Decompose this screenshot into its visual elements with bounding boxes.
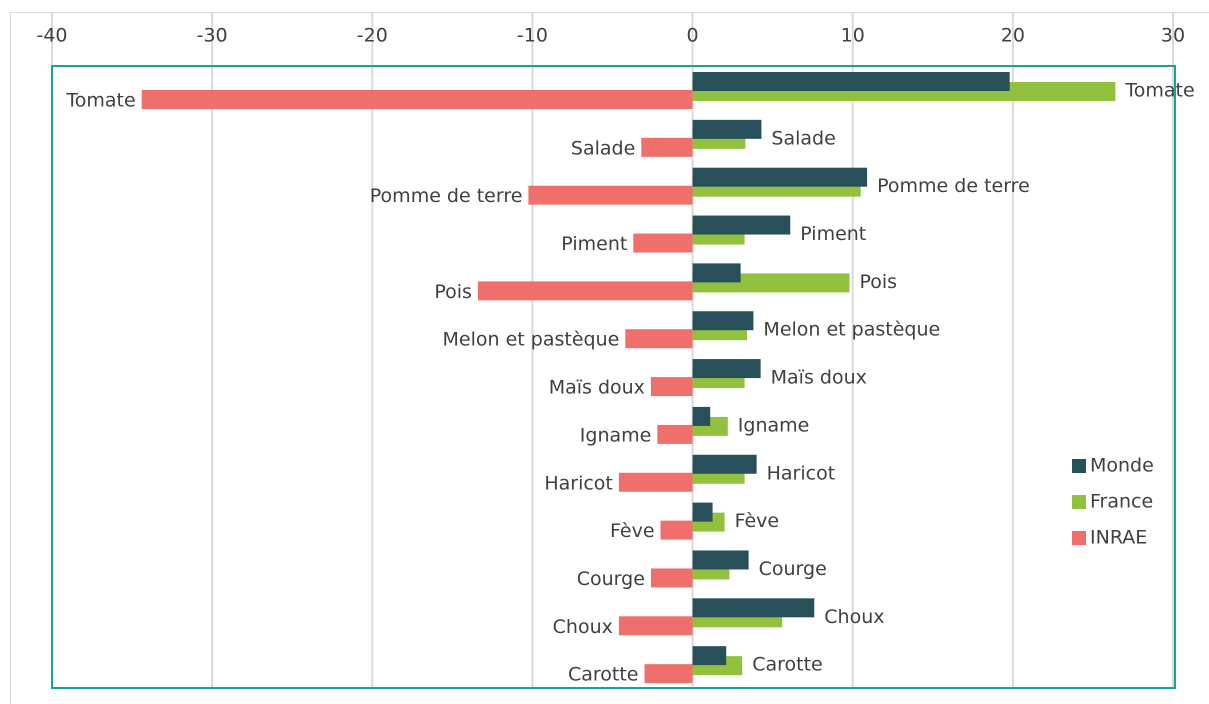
bar: [692, 502, 713, 522]
category-label: Igname: [580, 424, 652, 446]
bar: [692, 72, 1010, 91]
legend-label: Monde: [1090, 455, 1154, 477]
category-label: Courge: [577, 568, 645, 590]
category-label: Pois: [860, 271, 898, 293]
category-label: Choux: [553, 616, 613, 638]
category-label: Salade: [771, 127, 835, 149]
category-label: Pomme de terre: [370, 185, 523, 207]
bar: [141, 90, 693, 109]
category-label: Fève: [735, 510, 780, 532]
category-label: Fève: [610, 520, 655, 542]
x-tick-label: 30: [1161, 25, 1185, 47]
plot-border: [51, 65, 1176, 689]
bar: [660, 520, 693, 540]
bar: [633, 233, 693, 253]
category-label: Haricot: [544, 472, 613, 494]
bar: [692, 598, 815, 618]
x-tick-label: 20: [1001, 25, 1025, 47]
bar: [618, 472, 693, 492]
category-label: Tomate: [1124, 80, 1194, 102]
bar: [692, 119, 762, 139]
x-tick-label: 10: [841, 25, 865, 47]
bar: [625, 329, 693, 349]
category-label: Maïs doux: [549, 377, 645, 399]
bar: [692, 406, 711, 426]
x-tick-label: 0: [687, 25, 699, 47]
category-label: Pomme de terre: [877, 175, 1030, 197]
category-label: Melon et pastèque: [763, 319, 940, 341]
bar: [692, 215, 791, 235]
legend-label: France: [1090, 491, 1153, 513]
bar: [644, 664, 693, 684]
category-label: Courge: [759, 558, 827, 580]
legend-label: INRAE: [1090, 527, 1147, 549]
category-label: Tomate: [65, 90, 135, 112]
legend-swatch: [1072, 531, 1086, 545]
bar: [528, 185, 693, 205]
bar: [692, 263, 741, 283]
bar: [692, 550, 749, 570]
category-label: Carotte: [568, 664, 639, 686]
x-tick-label: -30: [197, 25, 228, 47]
x-tick-label: -40: [36, 25, 67, 47]
category-label: Piment: [800, 223, 866, 245]
category-label: Melon et pastèque: [443, 329, 620, 351]
bar: [477, 281, 693, 301]
bar: [692, 311, 754, 331]
category-label: Igname: [738, 414, 810, 436]
category-label: Choux: [824, 606, 884, 628]
category-label: Piment: [561, 233, 627, 255]
bar: [641, 137, 693, 157]
legend-swatch: [1072, 495, 1086, 509]
category-label: Maïs doux: [771, 367, 867, 389]
chart-border: [10, 12, 1209, 704]
bar: [657, 424, 693, 444]
bar: [692, 167, 868, 187]
bar: [692, 454, 757, 474]
x-tick-label: -20: [357, 25, 388, 47]
category-label: Haricot: [767, 462, 836, 484]
bar: [692, 359, 761, 379]
category-label: Salade: [571, 137, 635, 159]
legend-swatch: [1072, 459, 1086, 473]
category-label: Carotte: [752, 654, 823, 676]
category-label: Pois: [434, 281, 472, 303]
bar: [650, 377, 693, 397]
bar: [650, 568, 693, 588]
x-tick-label: -10: [517, 25, 548, 47]
bar: [618, 616, 693, 636]
bar: [692, 646, 727, 666]
